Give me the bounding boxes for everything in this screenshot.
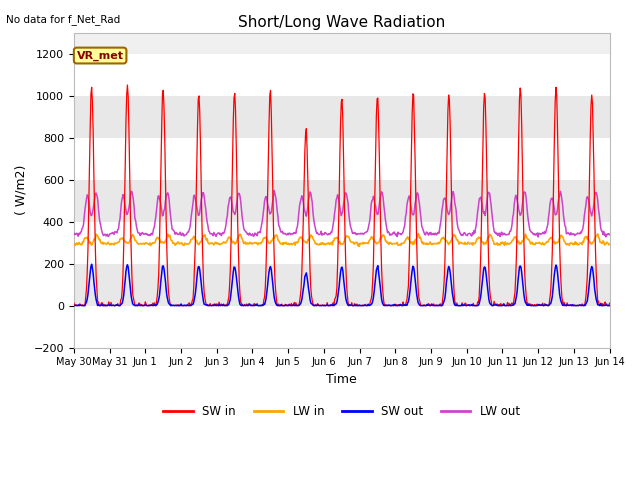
X-axis label: Time: Time [326,373,357,386]
Text: No data for f_Net_Rad: No data for f_Net_Rad [6,14,121,25]
Bar [74,306,610,348]
Bar [74,96,610,138]
Y-axis label: ( W/m2): ( W/m2) [15,165,28,215]
Bar [74,264,610,306]
Bar [74,180,610,222]
Text: VR_met: VR_met [77,50,124,60]
Legend: SW in, LW in, SW out, LW out: SW in, LW in, SW out, LW out [159,401,525,423]
Title: Short/Long Wave Radiation: Short/Long Wave Radiation [238,15,445,30]
Bar [74,54,610,96]
Bar [74,138,610,180]
Bar [74,222,610,264]
